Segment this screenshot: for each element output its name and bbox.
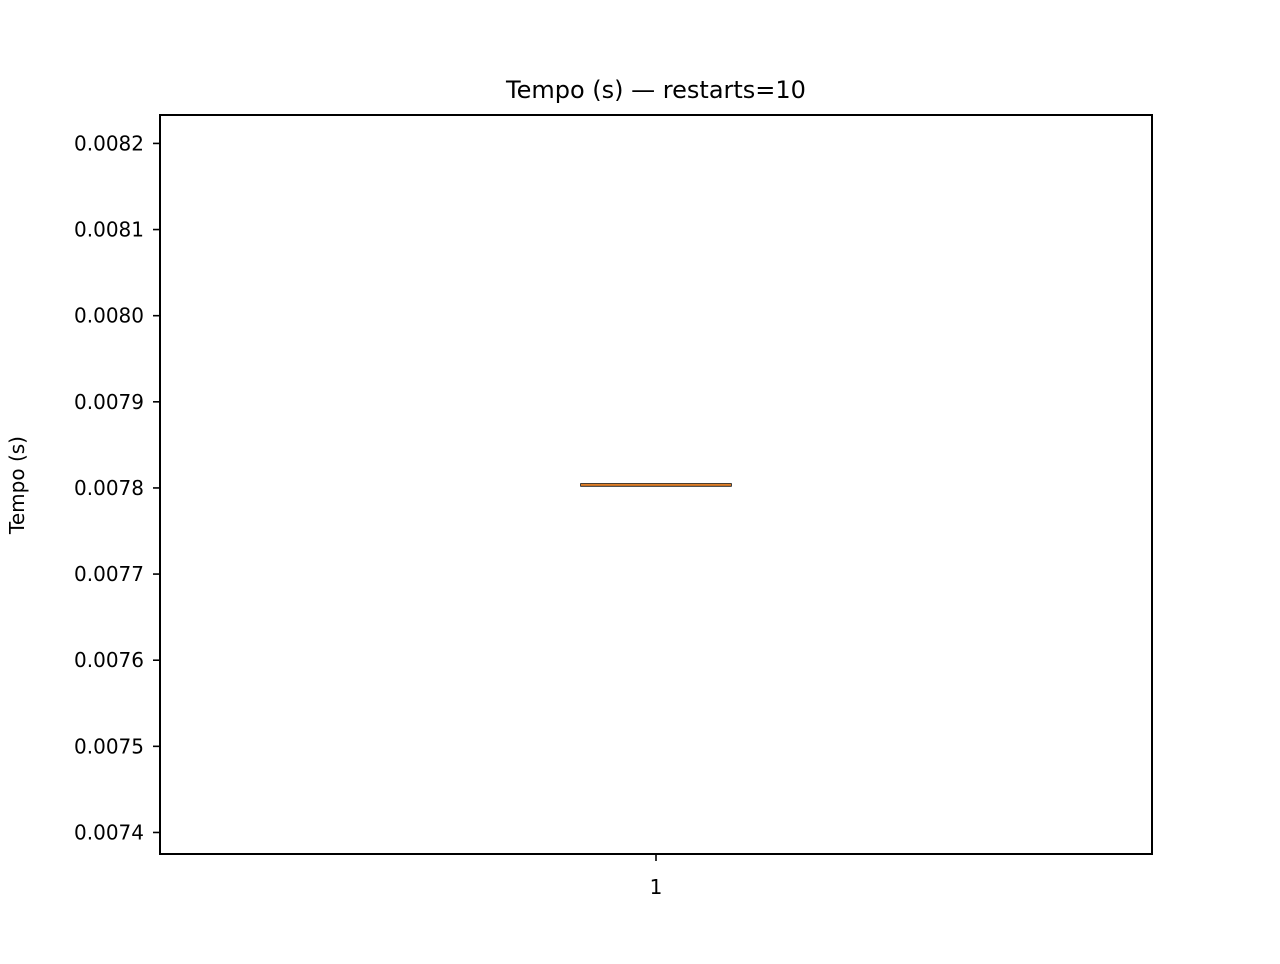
y-tick-label: 0.0076 xyxy=(74,648,144,672)
chart-title: Tempo (s) — restarts=10 xyxy=(505,76,806,104)
y-tick-label: 0.0081 xyxy=(74,218,144,242)
y-tick-label: 0.0077 xyxy=(74,562,144,586)
y-tick-label: 0.0075 xyxy=(74,734,144,758)
y-axis-label: Tempo (s) xyxy=(5,436,29,535)
y-tick-label: 0.0082 xyxy=(74,131,144,155)
box-series xyxy=(580,483,732,487)
x-tick-label: 1 xyxy=(650,875,663,899)
y-tick-label: 0.0080 xyxy=(74,304,144,328)
y-tick-label: 0.0079 xyxy=(74,390,144,414)
y-tick-label: 0.0078 xyxy=(74,476,144,500)
plot-area-frame xyxy=(159,114,1153,855)
y-axis-ticks: 0.0074 0.0075 0.0076 0.0077 0.0078 0.0079 0.00… xyxy=(74,131,160,844)
y-tick-label: 0.0074 xyxy=(74,820,144,844)
x-axis-ticks: 1 xyxy=(650,854,663,899)
